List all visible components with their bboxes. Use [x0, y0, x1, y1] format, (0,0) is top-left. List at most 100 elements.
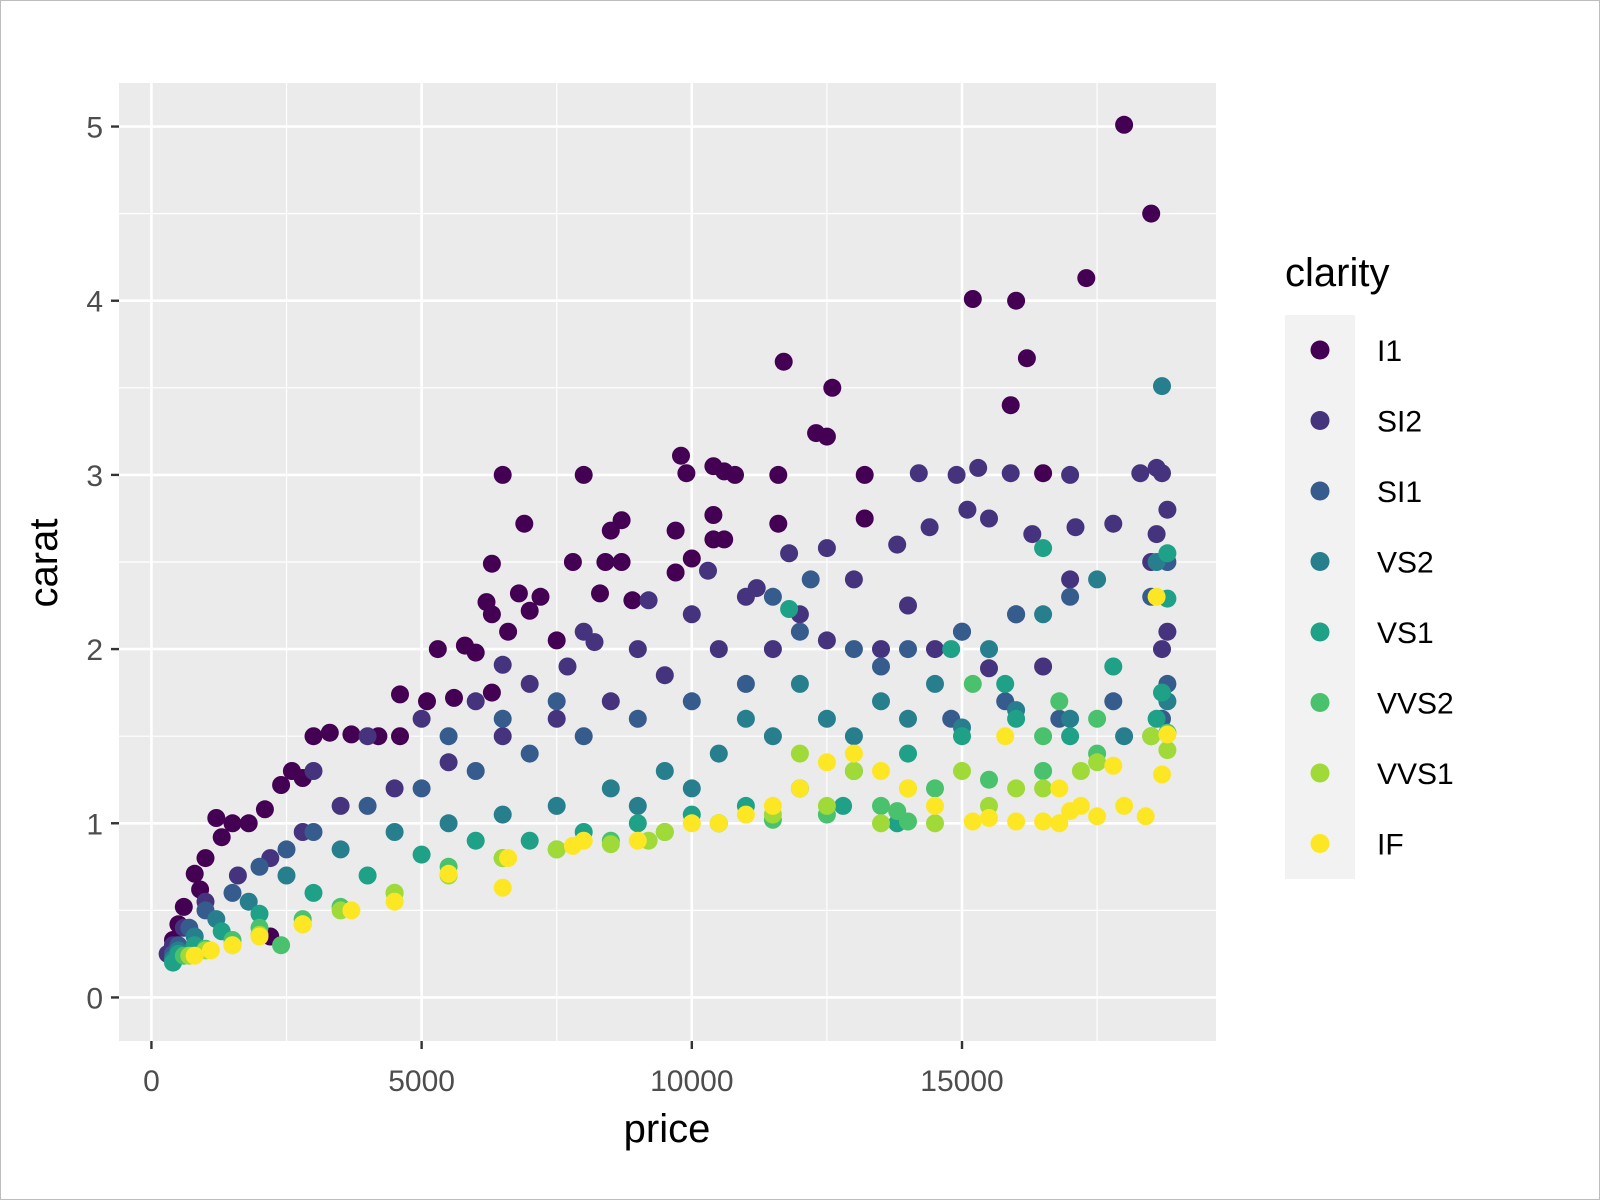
data-point — [358, 866, 377, 885]
data-point — [185, 946, 204, 965]
data-point — [736, 805, 755, 824]
data-point — [872, 692, 890, 711]
data-point — [774, 352, 793, 371]
legend-label-vs1: VS1 — [1377, 617, 1434, 650]
data-point — [1115, 115, 1134, 134]
data-point — [872, 657, 890, 676]
y-tick-labels: 0 1 2 3 4 5 — [86, 112, 103, 1016]
data-point — [207, 809, 226, 827]
data-point — [666, 521, 685, 540]
data-point — [1153, 765, 1171, 784]
data-point — [493, 655, 512, 674]
data-point — [736, 674, 755, 693]
series-si1 — [164, 553, 1177, 963]
data-point — [185, 864, 204, 883]
data-point — [623, 591, 642, 610]
data-point — [1061, 465, 1080, 484]
data-point — [563, 553, 582, 571]
data-point — [547, 631, 566, 650]
data-point — [817, 709, 836, 728]
data-point — [1001, 464, 1020, 483]
data-point — [1034, 762, 1053, 780]
legend-key-si1 — [1310, 481, 1330, 501]
series-if — [185, 587, 1177, 965]
legend-key-vvs2 — [1310, 693, 1330, 712]
data-point — [445, 688, 463, 707]
data-point — [655, 666, 674, 685]
data-point — [574, 727, 593, 746]
data-point — [963, 812, 982, 831]
data-point — [926, 796, 944, 815]
data-point — [212, 828, 231, 847]
data-point — [320, 723, 339, 742]
x-tick-label: 10000 — [650, 1065, 733, 1098]
axis-ticks — [111, 125, 964, 1049]
data-point — [342, 901, 361, 920]
data-point — [385, 892, 404, 911]
data-point — [255, 800, 274, 819]
data-point — [872, 814, 890, 833]
data-point — [1158, 725, 1177, 744]
data-point — [817, 796, 836, 815]
y-tick-label: 5 — [86, 112, 103, 145]
data-point — [174, 897, 193, 916]
data-point — [412, 709, 431, 728]
data-point — [1147, 525, 1166, 544]
data-point — [682, 605, 701, 624]
data-point — [844, 570, 863, 589]
x-tick-label: 15000 — [920, 1065, 1003, 1098]
data-point — [736, 709, 755, 728]
data-point — [520, 674, 539, 693]
data-point — [228, 866, 247, 885]
data-point — [499, 622, 518, 641]
data-point — [358, 727, 377, 746]
data-point — [980, 809, 998, 827]
data-point — [963, 290, 982, 308]
data-point — [563, 836, 582, 855]
data-point — [1142, 204, 1161, 223]
data-point — [817, 631, 836, 650]
data-point — [677, 464, 696, 483]
data-point — [223, 883, 242, 902]
data-point — [196, 849, 215, 868]
x-axis-title: price — [624, 1107, 711, 1151]
data-point — [926, 640, 944, 659]
data-point — [1104, 756, 1123, 775]
data-point — [682, 779, 701, 798]
data-point — [844, 727, 863, 746]
data-point — [899, 596, 917, 615]
data-point — [331, 840, 350, 859]
data-point — [1158, 544, 1177, 563]
data-point — [250, 904, 269, 923]
data-point — [1153, 640, 1171, 659]
data-point — [1007, 605, 1026, 624]
data-point — [385, 823, 404, 841]
data-point — [655, 762, 674, 780]
data-point — [1061, 587, 1080, 606]
data-point — [304, 727, 323, 746]
legend-title: clarity — [1285, 251, 1389, 295]
data-point — [412, 779, 431, 798]
data-point — [601, 835, 620, 854]
data-point — [1061, 709, 1080, 728]
data-point — [1115, 727, 1134, 746]
data-point — [844, 640, 863, 659]
data-point — [439, 814, 458, 833]
data-point — [1001, 396, 1020, 415]
legend-key-if — [1310, 834, 1330, 853]
data-point — [763, 727, 782, 746]
data-point — [1088, 709, 1107, 728]
data-point — [763, 796, 782, 815]
data-point — [888, 802, 907, 821]
y-tick-label: 2 — [86, 634, 103, 667]
data-point — [899, 744, 917, 763]
data-point — [547, 840, 566, 859]
y-tick-label: 3 — [86, 460, 103, 493]
data-point — [547, 709, 566, 728]
data-point — [272, 776, 291, 794]
data-point — [1153, 683, 1171, 702]
data-point — [1034, 539, 1053, 558]
data-point — [201, 941, 220, 960]
data-point — [666, 563, 685, 582]
